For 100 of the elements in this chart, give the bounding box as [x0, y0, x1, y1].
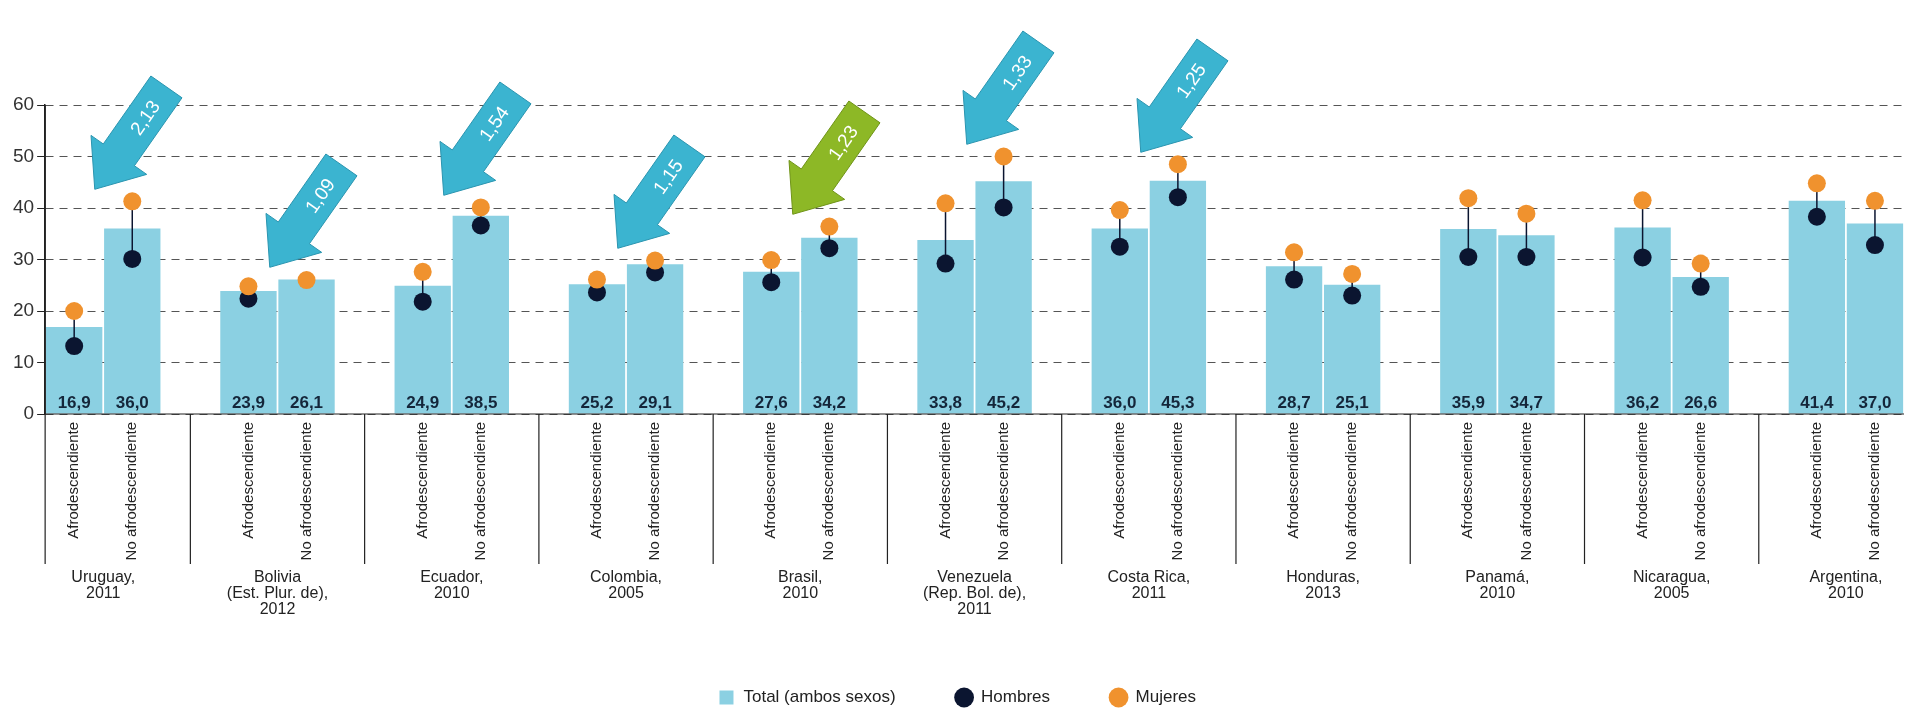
point — [413, 262, 432, 281]
y-tick-label: 10 — [12, 350, 35, 372]
point — [413, 292, 432, 311]
point — [820, 217, 839, 236]
x-tick-label: No afrodescendiente — [993, 422, 1011, 561]
point — [936, 254, 955, 273]
x-tick-label: Afrodescendiente — [1458, 422, 1476, 539]
data-label: 45,3 — [1161, 393, 1195, 413]
x-tick-label: No afrodescendiente — [645, 422, 663, 561]
text: Honduras, 2013 — [1286, 568, 1361, 602]
x-tick-label: No afrodescendiente — [1516, 422, 1534, 561]
data-label: 34,7 — [1509, 393, 1543, 413]
x-tick-label: Afrodescendiente — [761, 422, 779, 539]
x-tick-label: Afrodescendiente — [412, 422, 430, 539]
x-tick-label: No afrodescendiente — [1865, 422, 1883, 561]
data-label: 36,2 — [1626, 393, 1660, 413]
point — [1168, 155, 1187, 174]
data-label: 41,4 — [1800, 393, 1834, 413]
point — [1865, 236, 1884, 255]
point — [1459, 189, 1478, 208]
point — [1168, 188, 1187, 207]
x-tick-label: No afrodescendiente — [470, 422, 488, 561]
bar — [568, 284, 626, 414]
x-tick-label: No afrodescendiente — [819, 422, 837, 561]
point — [1633, 191, 1652, 210]
text: Bolivia (Est. Plur. de), 2012 — [226, 568, 329, 618]
data-label: 29,1 — [638, 393, 672, 413]
point — [1807, 174, 1826, 193]
point — [1633, 248, 1652, 267]
x-tick-label: Afrodescendiente — [1807, 422, 1825, 539]
text: Venezuela (Rep. Bol. de), 2011 — [922, 568, 1027, 618]
point — [65, 302, 84, 320]
bar — [104, 228, 161, 414]
x-tick-label: Afrodescendiente — [1632, 422, 1650, 539]
point — [1285, 243, 1304, 262]
point — [123, 192, 142, 211]
point — [123, 249, 142, 268]
x-tick-label: Afrodescendiente — [935, 422, 953, 539]
point — [820, 239, 839, 258]
x-tick-label: Afrodescendiente — [238, 422, 256, 539]
text: Brasil, 2010 — [778, 568, 823, 602]
data-label: 28,7 — [1277, 393, 1311, 413]
data-label: 36,0 — [1103, 393, 1137, 413]
bar — [1846, 223, 1904, 414]
point — [471, 198, 490, 217]
point — [1517, 204, 1536, 223]
point — [65, 337, 84, 356]
text: Ecuador, 2010 — [420, 568, 484, 602]
data-label: 45,2 — [987, 393, 1021, 413]
legend-label: Total (ambos sexos) — [743, 687, 896, 707]
legend-label: Mujeres — [1135, 687, 1197, 707]
point — [1517, 247, 1536, 266]
point — [646, 251, 665, 270]
x-tick-label: Afrodescendiente — [1109, 422, 1127, 539]
text: Nicaragua, 2005 — [1632, 568, 1711, 602]
legend-label: Hombres — [981, 687, 1051, 707]
point — [762, 251, 781, 270]
data-label: 26,6 — [1684, 393, 1718, 413]
point — [994, 198, 1013, 217]
point — [994, 147, 1013, 166]
data-label: 27,6 — [754, 393, 788, 413]
x-tick-label: No afrodescendiente — [1168, 422, 1186, 561]
text: Argentina, 2010 — [1809, 568, 1883, 602]
y-tick-label: 40 — [12, 196, 35, 218]
x-tick-label: Afrodescendiente — [587, 422, 605, 539]
x-tick-label: Afrodescendiente — [64, 422, 82, 539]
point — [1285, 270, 1304, 289]
point — [239, 277, 258, 296]
point — [1807, 207, 1826, 226]
y-tick-label: 60 — [12, 93, 35, 115]
bar — [1091, 228, 1148, 414]
y-tick-label: 30 — [12, 247, 35, 269]
data-label: 24,9 — [406, 393, 440, 413]
bar — [452, 215, 509, 414]
x-tick-label: No afrodescendiente — [1690, 422, 1708, 561]
data-label: 23,9 — [231, 393, 265, 413]
data-label: 35,9 — [1451, 393, 1485, 413]
bar — [626, 264, 684, 414]
data-label: 33,8 — [928, 393, 963, 413]
data-label: 25,1 — [1335, 393, 1369, 413]
y-tick-label: 20 — [12, 299, 35, 321]
text: Colombia, 2005 — [590, 568, 663, 602]
text: Uruguay, 2011 — [71, 568, 136, 602]
data-label: 34,2 — [812, 393, 846, 413]
y-tick-label: 50 — [12, 144, 35, 166]
point — [936, 194, 955, 213]
point — [1691, 277, 1710, 296]
point — [587, 270, 606, 289]
bar — [394, 285, 451, 414]
bar — [1149, 180, 1207, 414]
x-tick-label: No afrodescendiente — [122, 422, 140, 561]
bar — [1323, 284, 1381, 414]
bar — [1672, 277, 1729, 414]
point — [1110, 237, 1129, 256]
point — [1459, 247, 1478, 266]
point — [1110, 201, 1129, 220]
data-label: 36,0 — [115, 393, 149, 413]
point — [1865, 191, 1884, 210]
point — [1343, 286, 1362, 305]
point — [1691, 254, 1710, 273]
